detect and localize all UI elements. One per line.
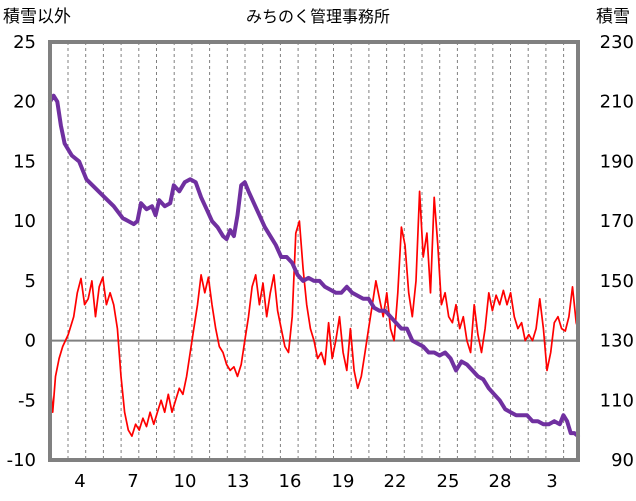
x-tick-label: 7: [127, 471, 138, 492]
x-tick-label: 19: [332, 471, 355, 492]
y-right-axis-label: 積雪: [596, 7, 630, 27]
y-right-tick-label: 170: [600, 211, 634, 232]
x-tick-label: 25: [437, 471, 460, 492]
y-left-tick-label: 25: [13, 32, 36, 53]
y-right-tick-label: 150: [600, 271, 634, 292]
x-tick-label: 28: [489, 471, 512, 492]
y-left-tick-label: 20: [13, 92, 36, 113]
x-tick-labels: 4 7 10 13 16 19 22 25 28 3: [74, 471, 557, 492]
y-right-tick-label: 230: [600, 32, 634, 53]
y-right-tick-label: 130: [600, 331, 634, 352]
x-tick-label: 10: [174, 471, 197, 492]
y-right-tick-labels: 230 210 190 170 150 130 110 90: [600, 32, 634, 471]
y-left-tick-label: 5: [25, 271, 36, 292]
y-left-tick-label: -5: [18, 390, 36, 411]
y-left-axis-label: 積雪以外: [3, 7, 71, 27]
y-right-tick-label: 190: [600, 151, 634, 172]
series-snow-line: [48, 93, 580, 439]
plot-frame: [48, 40, 580, 462]
x-tick-label: 3: [546, 471, 557, 492]
y-left-tick-label: 0: [25, 331, 36, 352]
x-tick-label: 16: [279, 471, 302, 492]
x-tick-label: 4: [74, 471, 85, 492]
series-other-line: [49, 190, 579, 437]
gridlines: [67, 42, 565, 460]
y-left-tick-label: -10: [7, 450, 36, 471]
y-left-tick-label: 10: [13, 211, 36, 232]
chart-title: みちのく管理事務所: [246, 7, 390, 26]
y-right-tick-label: 110: [600, 390, 634, 411]
x-tick-label: 22: [384, 471, 407, 492]
x-tick-label: 13: [227, 471, 250, 492]
y-left-tick-label: 15: [13, 151, 36, 172]
y-left-tick-labels: 25 20 15 10 5 0 -5 -10: [7, 32, 36, 471]
y-right-tick-label: 90: [611, 450, 634, 471]
y-right-tick-label: 210: [600, 92, 634, 113]
